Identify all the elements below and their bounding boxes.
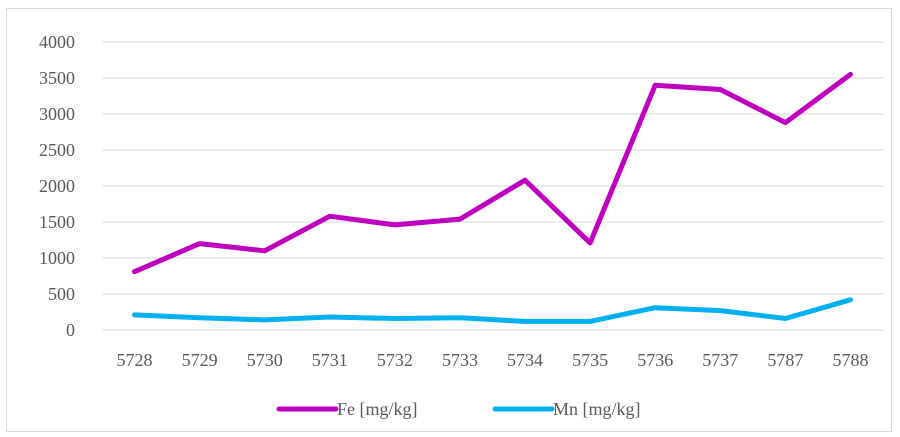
gridlines [102, 41, 883, 331]
series-line-fe [132, 71, 853, 275]
x-tick-label: 5729 [182, 350, 218, 370]
y-tick-label: 3500 [39, 68, 75, 88]
y-tick-label: 1000 [39, 248, 75, 268]
y-tick-label: 500 [48, 284, 75, 304]
y-tick-label: 0 [66, 320, 75, 340]
legend-label: Fe [mg/kg] [337, 399, 418, 419]
x-tick-label: 5736 [637, 350, 673, 370]
series-line-mn [132, 297, 853, 324]
x-tick-label: 5737 [702, 350, 738, 370]
x-tick-label: 5788 [832, 350, 868, 370]
x-axis-tick-labels: 5728 5729 5730 5731 5732 5733 5734 5735 5736 5737… [117, 350, 869, 370]
x-tick-label: 5735 [572, 350, 608, 370]
chart-frame: 0 500 1000 1500 2000 2500 3000 3500 4000 5728 572… [6, 8, 892, 432]
x-tick-label: 5730 [247, 350, 283, 370]
x-tick-label: 5787 [767, 350, 803, 370]
x-tick-label: 5733 [442, 350, 478, 370]
y-tick-label: 4000 [39, 32, 75, 52]
y-tick-label: 2000 [39, 176, 75, 196]
y-tick-label: 3000 [39, 104, 75, 124]
y-tick-label: 1500 [39, 212, 75, 232]
x-tick-label: 5728 [117, 350, 153, 370]
y-axis-tick-labels: 0 500 1000 1500 2000 2500 3000 3500 4000 [39, 32, 75, 340]
legend-item-fe: Fe [mg/kg] [276, 399, 418, 419]
legend: Fe [mg/kg] Mn [mg/kg] [276, 399, 641, 419]
x-tick-label: 5731 [312, 350, 348, 370]
x-tick-label: 5734 [507, 350, 543, 370]
y-tick-label: 2500 [39, 140, 75, 160]
x-tick-label: 5732 [377, 350, 413, 370]
legend-item-mn: Mn [mg/kg] [492, 399, 641, 419]
legend-label: Mn [mg/kg] [553, 399, 641, 419]
series-lines [132, 71, 853, 324]
